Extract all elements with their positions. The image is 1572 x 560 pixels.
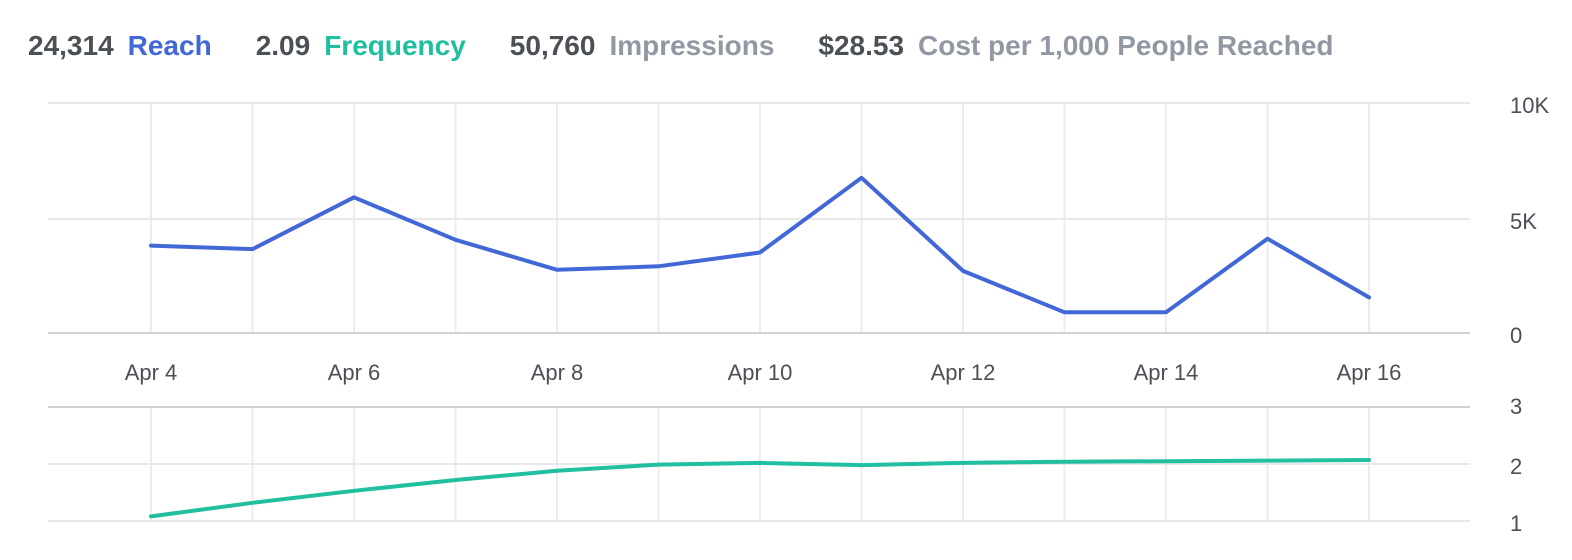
metric-frequency[interactable]: 2.09 Frequency bbox=[256, 30, 466, 62]
x-tick-label: Apr 8 bbox=[531, 360, 584, 385]
series-line-frequency bbox=[149, 458, 1371, 519]
metric-cost-per-1000[interactable]: $28.53 Cost per 1,000 People Reached bbox=[818, 30, 1333, 62]
x-tick-label: Apr 14 bbox=[1134, 360, 1199, 385]
y-tick-label: 1 bbox=[1510, 511, 1522, 536]
metric-impressions-value: 50,760 bbox=[509, 30, 596, 61]
y-tick-label: 0 bbox=[1510, 323, 1522, 348]
metric-reach-label: Reach bbox=[127, 30, 212, 61]
metric-reach[interactable]: 24,314 Reach bbox=[28, 30, 212, 62]
summary-metrics: 24,314 Reach 2.09 Frequency 50,760 Impre… bbox=[28, 26, 1378, 66]
y-tick-label: 3 bbox=[1510, 394, 1522, 419]
x-tick-label: Apr 4 bbox=[125, 360, 178, 385]
series-line-reach bbox=[149, 175, 1371, 315]
metric-reach-value: 24,314 bbox=[28, 30, 114, 61]
x-tick-label: Apr 10 bbox=[728, 360, 793, 385]
y-tick-label: 2 bbox=[1510, 454, 1522, 479]
metric-frequency-value: 2.09 bbox=[255, 30, 311, 61]
x-tick-label: Apr 16 bbox=[1337, 360, 1402, 385]
x-tick-label: Apr 12 bbox=[931, 360, 996, 385]
metric-frequency-label: Frequency bbox=[324, 30, 466, 61]
metric-impressions-label: Impressions bbox=[609, 30, 775, 61]
y-tick-label: 10K bbox=[1510, 93, 1549, 118]
metric-impressions[interactable]: 50,760 Impressions bbox=[510, 30, 775, 62]
metric-cost-per-1000-value: $28.53 bbox=[818, 30, 905, 61]
metric-cost-per-1000-label: Cost per 1,000 People Reached bbox=[918, 30, 1334, 61]
x-tick-label: Apr 6 bbox=[328, 360, 381, 385]
y-tick-label: 5K bbox=[1510, 209, 1537, 234]
